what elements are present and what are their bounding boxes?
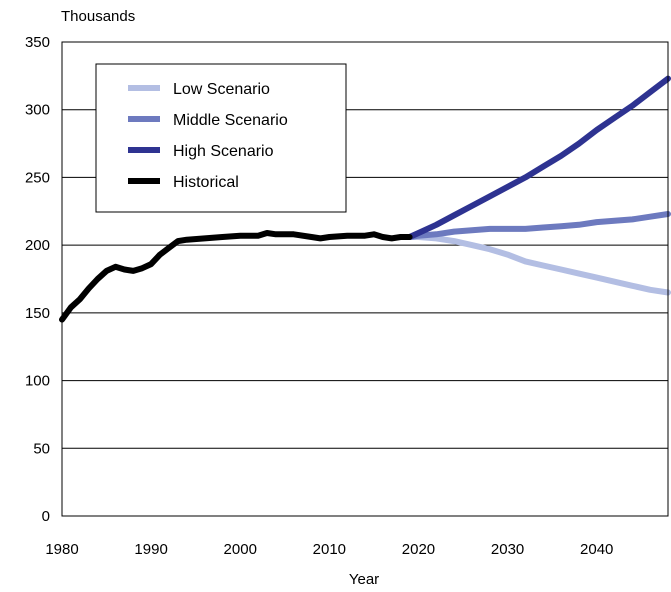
x-tick-label: 2010: [313, 541, 346, 558]
legend-label: High Scenario: [173, 143, 274, 160]
x-axis-title: Year: [349, 571, 379, 588]
axis-ticks: 0 50 100 150 200 250 300 350 1980 1990 2000 2010 202…: [25, 34, 613, 558]
y-axis-title: Thousands: [61, 8, 135, 25]
x-tick-label: 2040: [580, 541, 613, 558]
legend-label: Historical: [173, 174, 239, 191]
x-tick-label: 2000: [224, 541, 257, 558]
y-tick-label: 250: [25, 169, 50, 186]
y-tick-label: 300: [25, 102, 50, 119]
y-tick-label: 0: [42, 508, 50, 525]
y-tick-label: 100: [25, 373, 50, 390]
legend-box: [95, 63, 347, 213]
x-tick-label: 2030: [491, 541, 524, 558]
series-line-middle-scenario: [406, 211, 671, 240]
legend: Low Scenario Middle Scenario High Scenario…: [95, 63, 347, 213]
x-tick-label: 1990: [134, 541, 167, 558]
x-tick-label: 1980: [45, 541, 78, 558]
plot-frame: [61, 41, 669, 517]
y-tick-label: 50: [33, 440, 50, 457]
legend-label: Middle Scenario: [173, 112, 288, 129]
y-tick-label: 150: [25, 305, 50, 322]
y-tick-label: 350: [25, 34, 50, 51]
series-lines: [59, 75, 671, 323]
series-line-low-scenario: [406, 234, 671, 296]
x-tick-label: 2020: [402, 541, 435, 558]
series-line-high-scenario: [406, 75, 671, 240]
y-tick-label: 200: [25, 237, 50, 254]
legend-label: Low Scenario: [173, 81, 270, 98]
series-line-historical: [59, 230, 413, 323]
